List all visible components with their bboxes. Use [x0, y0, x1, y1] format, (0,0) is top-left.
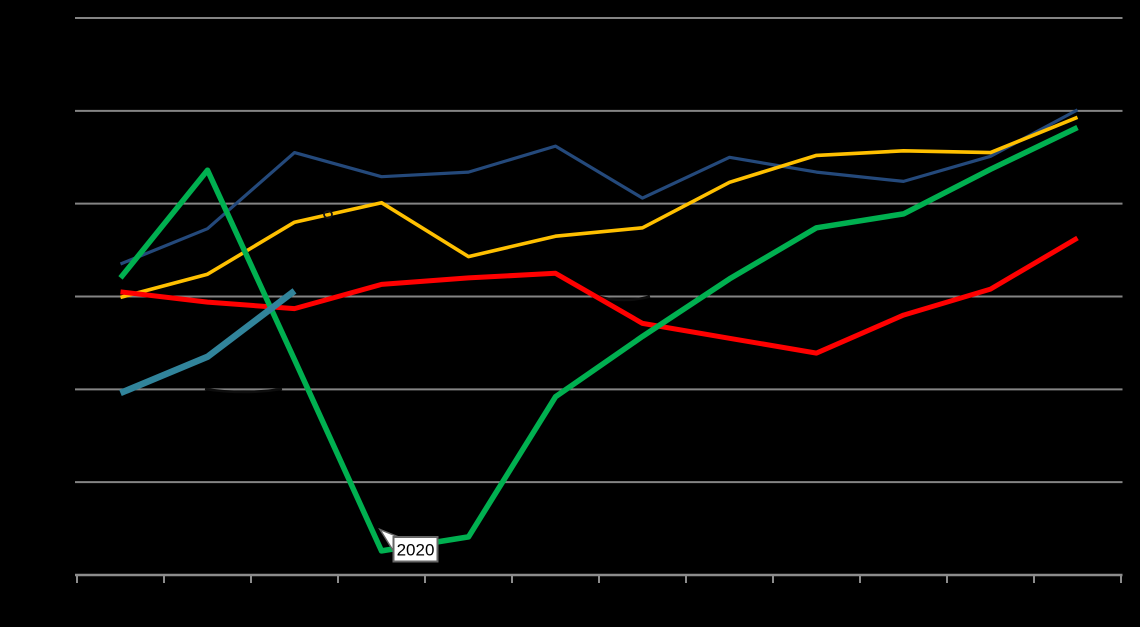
series-gold-line — [120, 115, 1079, 300]
annotation-callout-text: 2020 — [397, 541, 435, 560]
annotation-callout-box — [392, 536, 439, 563]
hidden-ink-fragment — [204, 387, 283, 394]
series-navy-line — [119, 108, 1079, 266]
annotation-callout: 2020 — [378, 527, 439, 563]
hidden-glyph-artifact — [323, 210, 333, 219]
series-red-line — [120, 235, 1079, 356]
series-green-line — [118, 125, 1079, 554]
series-teal-line — [119, 288, 297, 397]
